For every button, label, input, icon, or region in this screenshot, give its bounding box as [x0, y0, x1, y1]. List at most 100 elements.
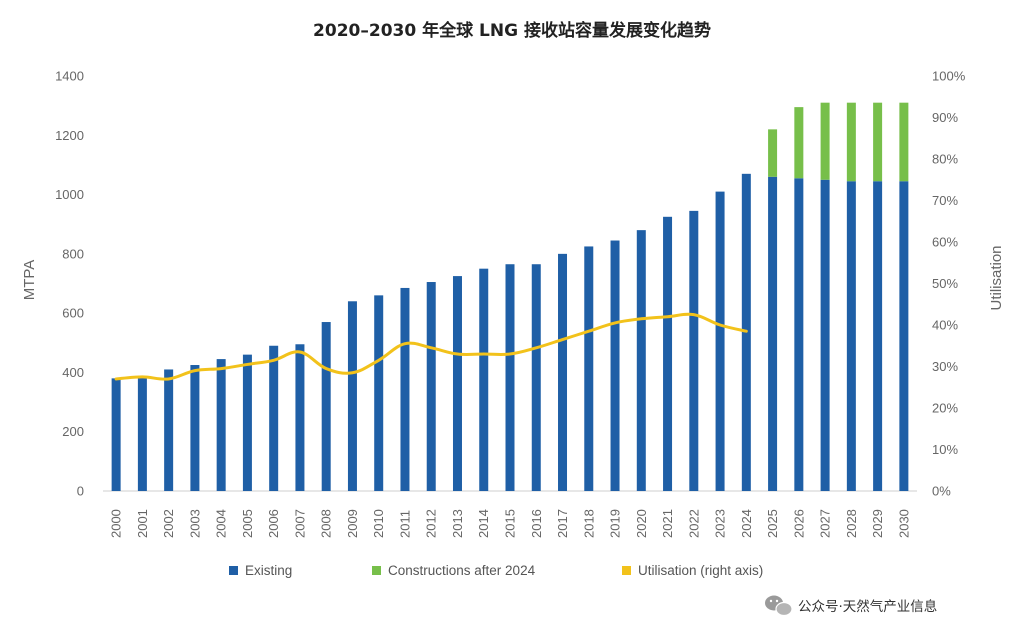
utilisation-point — [272, 359, 275, 362]
bar-existing — [269, 345, 279, 491]
y-axis-label: MTPA — [21, 260, 38, 301]
utilisation-point — [325, 367, 328, 370]
bar-construction — [768, 129, 778, 177]
bar-existing — [400, 287, 410, 491]
x-tick-label: 2021 — [660, 509, 675, 538]
y-tick-label: 800 — [62, 246, 84, 261]
bar-existing — [794, 178, 804, 491]
y-tick-label: 0 — [77, 484, 84, 499]
y2-tick-label: 40% — [932, 318, 958, 333]
utilisation-point — [351, 371, 354, 374]
x-tick-label: 2022 — [686, 509, 701, 538]
bar-existing — [479, 268, 489, 491]
bar-existing — [242, 354, 252, 491]
x-tick-label: 2018 — [581, 509, 596, 538]
y2-tick-label: 70% — [932, 193, 958, 208]
utilisation-point — [666, 315, 669, 318]
x-tick-label: 2007 — [292, 509, 307, 538]
bar-existing — [190, 365, 200, 491]
utilisation-point — [193, 369, 196, 372]
bar-construction — [820, 102, 830, 180]
y-tick-label: 1000 — [55, 187, 84, 202]
x-tick-label: 2028 — [844, 509, 859, 538]
x-tick-label: 2030 — [896, 509, 911, 538]
bar-existing — [558, 253, 568, 491]
bar-construction — [873, 102, 883, 182]
bar-existing — [321, 322, 331, 491]
utilisation-point — [535, 346, 538, 349]
x-tick-label: 2029 — [870, 509, 885, 538]
y-tick-label: 200 — [62, 424, 84, 439]
x-tick-label: 2013 — [450, 509, 465, 538]
bar-existing — [452, 276, 462, 491]
x-tick-label: 2011 — [397, 510, 412, 538]
bar-existing — [768, 176, 778, 492]
watermark-text: 公众号·天然气产业信息 — [798, 598, 937, 615]
x-tick-label: 2023 — [713, 509, 728, 538]
utilisation-point — [115, 377, 118, 380]
bar-existing — [636, 230, 646, 491]
right-axis: 0% 10% 20% 30% 40% 50% 60% 70% 80% 90% 100% — [932, 69, 966, 499]
bar-existing — [663, 216, 673, 491]
y2-tick-label: 20% — [932, 401, 958, 416]
utilisation-line — [114, 312, 748, 381]
utilisation-point — [692, 313, 695, 316]
x-tick-label: 2026 — [791, 509, 806, 538]
bar-construction — [899, 102, 909, 182]
x-tick-label: 2016 — [529, 509, 544, 538]
x-tick-label: 2005 — [240, 509, 255, 538]
left-axis: 0 200 400 600 800 1000 1200 1400 — [55, 69, 84, 499]
utilisation-point — [298, 350, 301, 353]
utilisation-point — [403, 342, 406, 345]
x-tick-label: 2017 — [555, 509, 570, 538]
bar-existing — [846, 181, 856, 491]
chart-title: 2020–2030 年全球 LNG 接收站容量发展变化趋势 — [313, 20, 711, 41]
legend-swatch-utilisation — [622, 566, 631, 575]
wechat-icon — [765, 595, 793, 617]
x-tick-label: 2008 — [319, 509, 334, 538]
y2-tick-label: 50% — [932, 276, 958, 291]
bar-existing — [505, 264, 515, 491]
bar-existing — [689, 210, 699, 491]
utilisation-point — [614, 321, 617, 324]
bar-existing — [584, 246, 594, 491]
utilisation-point — [587, 330, 590, 333]
bar-construction — [794, 107, 804, 179]
bar-existing — [899, 181, 909, 491]
bar-existing — [426, 282, 436, 491]
y2-tick-label: 30% — [932, 359, 958, 374]
y2-axis-label: Utilisation — [988, 245, 1005, 310]
bar-existing — [111, 378, 121, 491]
utilisation-point — [246, 363, 249, 366]
y-tick-label: 1200 — [55, 128, 84, 143]
y2-tick-label: 80% — [932, 152, 958, 167]
x-tick-label: 2010 — [371, 509, 386, 538]
x-tick-label: 2020 — [634, 509, 649, 538]
y-tick-label: 600 — [62, 306, 84, 321]
y-tick-label: 400 — [62, 365, 84, 380]
x-tick-label: 2024 — [739, 509, 754, 538]
y2-tick-label: 60% — [932, 235, 958, 250]
bar-existing — [137, 376, 147, 491]
x-tick-label: 2012 — [424, 509, 439, 538]
x-tick-label: 2015 — [503, 509, 518, 538]
utilisation-point — [220, 367, 223, 370]
watermark: 公众号·天然气产业信息 — [765, 595, 937, 617]
y2-tick-label: 0% — [932, 484, 951, 499]
legend-label-constructions: Constructions after 2024 — [388, 563, 536, 578]
x-tick-label: 2006 — [266, 509, 281, 538]
bar-construction — [846, 102, 856, 182]
x-tick-label: 2014 — [476, 509, 491, 538]
utilisation-point — [377, 359, 380, 362]
bar-existing — [347, 301, 357, 491]
bar-existing — [295, 344, 305, 491]
utilisation-point — [167, 377, 170, 380]
bar-existing — [164, 369, 174, 491]
legend-swatch-constructions — [372, 566, 381, 575]
utilisation-point — [430, 346, 433, 349]
x-tick-label: 2003 — [187, 509, 202, 538]
legend-label-utilisation: Utilisation (right axis) — [638, 563, 763, 578]
legend-swatch-existing — [229, 566, 238, 575]
x-tick-label: 2027 — [818, 509, 833, 538]
